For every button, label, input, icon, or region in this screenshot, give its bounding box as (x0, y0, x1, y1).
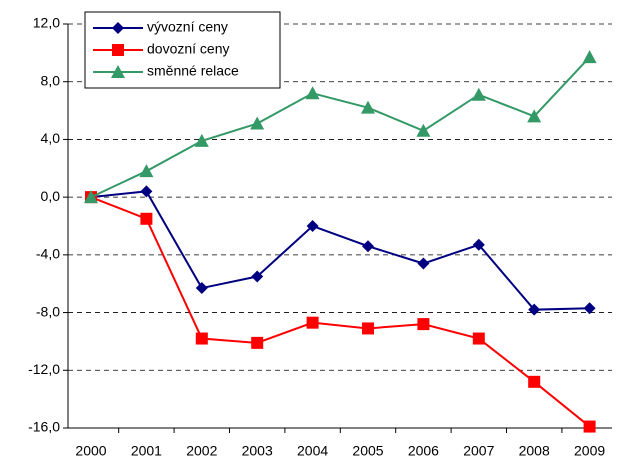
legend-label: vývozní ceny (147, 19, 228, 35)
marker (527, 109, 542, 123)
y-tick-label: -12,0 (28, 361, 60, 377)
y-tick-label: 12,0 (33, 15, 60, 31)
y-tick-label: -4,0 (36, 246, 60, 262)
marker (251, 270, 264, 283)
y-tick-label: 4,0 (41, 130, 61, 146)
y-tick-label: 8,0 (41, 72, 61, 88)
x-tick-label: 2000 (75, 443, 106, 459)
legend-label: směnné relace (147, 63, 239, 79)
marker (195, 332, 208, 345)
marker (583, 420, 596, 433)
x-tick-label: 2008 (519, 443, 550, 459)
series-line (90, 196, 591, 428)
marker (195, 282, 208, 295)
marker (139, 164, 154, 178)
marker (471, 87, 486, 101)
x-tick-label: 2003 (242, 443, 273, 459)
x-tick-label: 2002 (186, 443, 217, 459)
marker (362, 240, 374, 253)
marker (362, 322, 374, 335)
series-line (90, 190, 590, 311)
legend-label: dovozní ceny (147, 41, 230, 57)
x-tick-label: 2006 (408, 443, 439, 459)
marker (472, 332, 485, 345)
marker (306, 316, 319, 329)
marker (140, 185, 153, 198)
marker (361, 100, 375, 114)
x-tick-label: 2004 (297, 443, 328, 459)
x-tick-label: 2005 (352, 443, 383, 459)
marker (84, 190, 98, 204)
marker (417, 318, 430, 331)
marker (528, 303, 541, 316)
x-tick-label: 2009 (574, 443, 605, 459)
x-tick-label: 2001 (131, 443, 162, 459)
marker (305, 86, 320, 100)
y-tick-label: 0,0 (41, 188, 61, 204)
marker (112, 44, 124, 56)
x-tick-label: 2007 (463, 443, 494, 459)
marker (251, 336, 264, 349)
marker (306, 220, 319, 232)
marker (417, 257, 430, 270)
marker (140, 212, 153, 225)
marker (416, 123, 431, 137)
series-line (90, 56, 591, 199)
marker (111, 65, 125, 78)
marker (250, 116, 265, 130)
marker (472, 238, 485, 251)
y-tick-label: -16,0 (28, 419, 60, 435)
marker (582, 50, 597, 64)
marker (112, 22, 124, 34)
marker (194, 133, 209, 147)
marker (528, 375, 541, 388)
marker (583, 302, 596, 315)
y-tick-label: -8,0 (36, 303, 60, 319)
